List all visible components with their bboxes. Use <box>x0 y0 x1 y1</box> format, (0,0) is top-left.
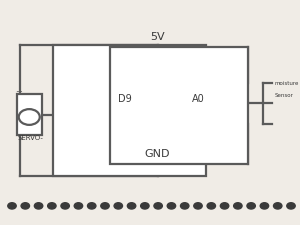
Circle shape <box>34 203 43 209</box>
Bar <box>52 45 206 176</box>
Bar <box>110 47 206 164</box>
Circle shape <box>141 203 149 209</box>
Circle shape <box>247 203 255 209</box>
Text: Sensor: Sensor <box>274 93 293 98</box>
Text: 5V: 5V <box>150 32 165 42</box>
Circle shape <box>8 203 16 209</box>
Bar <box>110 47 248 164</box>
Text: +: + <box>16 87 22 96</box>
Text: SERVO-: SERVO- <box>17 135 43 141</box>
Circle shape <box>48 203 56 209</box>
Circle shape <box>21 203 29 209</box>
Text: moisture: moisture <box>274 81 299 86</box>
Circle shape <box>74 203 82 209</box>
Circle shape <box>181 203 189 209</box>
Bar <box>16 94 42 135</box>
Circle shape <box>61 203 69 209</box>
Circle shape <box>220 203 229 209</box>
Circle shape <box>260 203 269 209</box>
Circle shape <box>274 203 282 209</box>
Circle shape <box>88 203 96 209</box>
Text: A0: A0 <box>192 94 204 104</box>
Circle shape <box>234 203 242 209</box>
Circle shape <box>114 203 122 209</box>
Text: D9: D9 <box>118 94 131 104</box>
Circle shape <box>167 203 176 209</box>
Circle shape <box>128 203 136 209</box>
Circle shape <box>194 203 202 209</box>
Text: GND: GND <box>145 149 170 159</box>
Circle shape <box>101 203 109 209</box>
Circle shape <box>287 203 295 209</box>
Circle shape <box>207 203 215 209</box>
Circle shape <box>154 203 162 209</box>
